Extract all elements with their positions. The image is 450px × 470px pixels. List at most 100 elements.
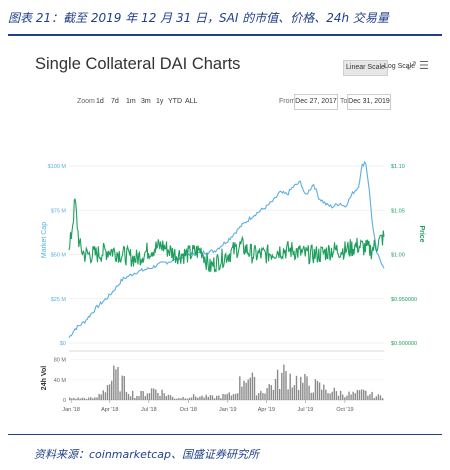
volume-bar	[245, 382, 247, 400]
volume-bar	[163, 393, 165, 400]
volume-bar	[316, 380, 319, 400]
volume-bar	[142, 391, 144, 400]
volume-bar	[379, 395, 382, 400]
volume-bar	[144, 396, 146, 400]
volume-bar	[111, 380, 113, 400]
caption-divider	[8, 34, 442, 36]
volume-bar	[327, 393, 329, 400]
volume-bar	[153, 388, 155, 400]
figure-caption: 图表 21：截至 2019 年 12 月 31 日，SAI 的市值、价格、24h…	[8, 11, 389, 25]
volume-bar	[239, 376, 241, 400]
volume-bar	[346, 395, 348, 400]
price-line	[68, 198, 385, 273]
volume-bar	[169, 395, 172, 400]
volume-bar	[302, 382, 304, 400]
volume-series	[69, 364, 384, 400]
from-date-input[interactable]: Dec 27, 2017	[294, 94, 338, 110]
volume-bar	[182, 396, 184, 400]
volume-bar	[123, 376, 125, 400]
volume-bar	[100, 394, 102, 400]
volume-axis-title: 24h Vol	[41, 366, 48, 390]
volume-bar	[188, 397, 191, 400]
zoom-1m-button[interactable]: 1m	[126, 98, 136, 105]
market-cap-tick-label: $100 M	[48, 164, 67, 170]
zoom-1d-button[interactable]: 1d	[96, 98, 104, 105]
volume-bar	[232, 394, 235, 400]
volume-bar	[226, 393, 228, 400]
volume-bar	[344, 397, 346, 400]
volume-bar	[381, 398, 384, 400]
volume-bar	[79, 398, 81, 400]
zoom-1y-button[interactable]: 1y	[156, 98, 164, 105]
hamburger-icon[interactable]: ☰	[419, 59, 429, 72]
volume-bar	[293, 385, 296, 400]
volume-bar	[237, 393, 239, 400]
x-tick-label: Jul '19	[298, 407, 314, 413]
volume-bar	[310, 392, 312, 400]
source-note: 资料来源：coinmarketcap、国盛证券研究所	[34, 448, 260, 461]
volume-bar	[314, 379, 317, 400]
price-axis-ticks: $0.900000 $0.950000 $1.00 $1.05 $1.10	[391, 164, 417, 347]
volume-bar	[83, 398, 86, 400]
volume-bar	[129, 396, 132, 400]
volume-bar	[377, 394, 380, 400]
zoom-all-button[interactable]: ALL	[185, 98, 198, 105]
volume-bar	[218, 395, 220, 400]
log-scale-button[interactable]: Log Scale	[384, 63, 416, 70]
volume-bar	[329, 393, 331, 400]
volume-bar	[371, 391, 373, 400]
zoom-3m-button[interactable]: 3m	[141, 98, 151, 105]
to-date-input[interactable]: Dec 31, 2019	[347, 94, 391, 110]
volume-bar	[150, 388, 153, 400]
expand-icon[interactable]: ⤢	[407, 59, 416, 72]
zoom-7d-button[interactable]: 7d	[111, 98, 119, 105]
volume-bar	[184, 398, 186, 400]
volume-bar	[266, 388, 268, 400]
volume-bar	[71, 398, 73, 400]
volume-bar	[201, 395, 203, 400]
volume-bar	[205, 394, 207, 400]
volume-axis-ticks: 0 40 M 80 M	[54, 358, 67, 405]
volume-bar	[283, 364, 285, 400]
volume-bar	[157, 392, 159, 400]
volume-bar	[276, 369, 279, 400]
volume-bar	[216, 395, 218, 400]
volume-bar	[155, 389, 157, 400]
volume-bar	[106, 385, 109, 400]
volume-bar	[356, 390, 359, 400]
volume-bar	[211, 395, 214, 400]
volume-bar	[274, 378, 277, 400]
volume-bar	[264, 393, 266, 400]
volume-bar	[295, 375, 298, 400]
linear-scale-button[interactable]: Linear Scale	[343, 60, 388, 76]
volume-bar	[251, 372, 254, 400]
volume-bar	[243, 380, 245, 400]
zoom-label: Zoom	[77, 98, 95, 105]
volume-bar	[247, 379, 249, 400]
volume-bar	[117, 367, 119, 400]
chart-title: Single Collateral DAI Charts	[35, 55, 241, 73]
zoom-ytd-button[interactable]: YTD	[168, 98, 182, 105]
volume-bar	[127, 394, 130, 400]
volume-bar	[102, 390, 104, 400]
volume-tick-label: 0	[63, 398, 66, 404]
volume-bar	[174, 398, 176, 400]
volume-bar	[146, 393, 149, 400]
volume-bar	[75, 398, 77, 400]
volume-bar	[279, 389, 281, 400]
volume-bar	[308, 385, 310, 400]
volume-bar	[69, 397, 71, 400]
volume-bar	[132, 390, 134, 400]
volume-bar	[161, 389, 163, 400]
x-tick-label: Apr '19	[258, 407, 275, 413]
volume-bar	[255, 395, 258, 400]
volume-bar	[249, 377, 251, 400]
volume-bar	[348, 391, 350, 400]
x-tick-label: Oct '19	[336, 407, 353, 413]
volume-bar	[199, 396, 201, 400]
volume-bar	[262, 393, 264, 400]
volume-bar	[125, 391, 128, 400]
volume-bar	[192, 394, 195, 400]
volume-bar	[270, 385, 272, 400]
to-label: To	[340, 98, 348, 105]
